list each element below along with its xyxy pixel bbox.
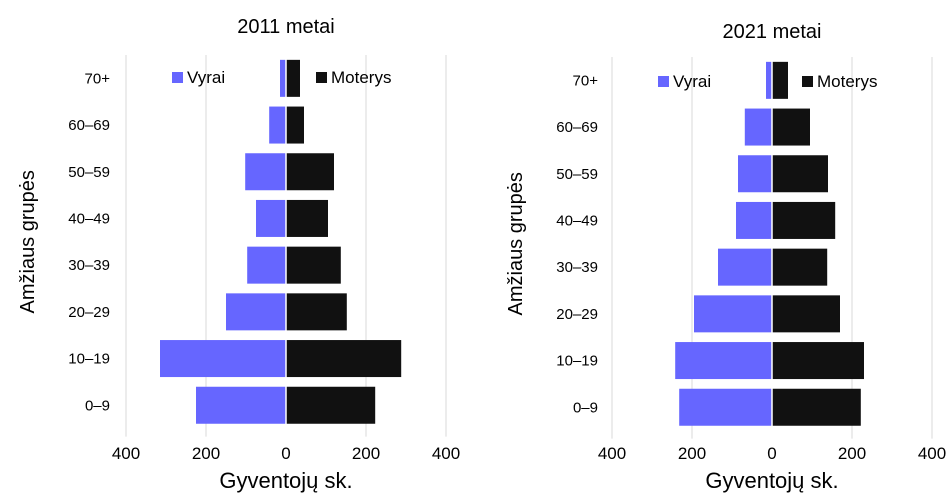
pyramid-chart-2011: 2011 metai Amžiaus grupės 70+ 60–69 50–59 40–… xyxy=(17,16,460,493)
bar-moterys xyxy=(286,153,334,191)
x-tick-label: 0 xyxy=(281,444,290,463)
category-label: 30–39 xyxy=(68,257,110,274)
bar-moterys xyxy=(772,248,828,286)
x-tick-label: 0 xyxy=(767,444,776,463)
bar-vyrai xyxy=(160,340,286,378)
bar-moterys xyxy=(286,340,402,378)
x-tick-label: 400 xyxy=(598,444,626,463)
x-tick-label: 400 xyxy=(112,444,140,463)
bar-moterys xyxy=(286,199,328,237)
category-label: 70+ xyxy=(573,72,599,89)
x-tick-label: 200 xyxy=(192,444,220,463)
bar-vyrai xyxy=(679,388,772,426)
legend-swatch xyxy=(316,72,327,83)
bar-vyrai xyxy=(738,155,772,193)
x-tick-label: 400 xyxy=(918,444,946,463)
chart-title: 2011 metai xyxy=(237,16,334,38)
bar-vyrai xyxy=(280,59,286,97)
bar-vyrai xyxy=(245,153,286,191)
x-axis-label: Gyventojų sk. xyxy=(219,468,352,493)
pyramid-chart-2021: 2021 metai Amžiaus grupės 70+ 60–69 50–59 40–… xyxy=(505,21,946,493)
bar-vyrai xyxy=(196,386,286,424)
legend-label: Vyrai xyxy=(673,72,711,91)
bar-moterys xyxy=(286,293,347,331)
x-tick-label: 200 xyxy=(352,444,380,463)
bar-moterys xyxy=(286,246,341,284)
bar-vyrai xyxy=(256,199,286,237)
bar-moterys xyxy=(772,295,840,333)
category-label: 70+ xyxy=(85,70,111,87)
legend-label: Moterys xyxy=(331,68,391,87)
bar-moterys xyxy=(772,155,828,193)
category-label: 40–49 xyxy=(68,210,110,227)
category-label: 30–39 xyxy=(556,259,598,276)
x-axis-label: Gyventojų sk. xyxy=(705,468,838,493)
chart-title: 2021 metai xyxy=(723,21,822,43)
bar-vyrai xyxy=(694,295,772,333)
bar-moterys xyxy=(286,59,300,97)
legend-label: Moterys xyxy=(817,72,877,91)
legend-swatch xyxy=(658,76,669,87)
bar-vyrai xyxy=(744,108,772,146)
x-tick-label: 200 xyxy=(838,444,866,463)
x-tick-label: 400 xyxy=(432,444,460,463)
bar-vyrai xyxy=(226,293,286,331)
category-label: 20–29 xyxy=(68,304,110,321)
category-label: 50–59 xyxy=(68,164,110,181)
category-label: 60–69 xyxy=(556,119,598,136)
bar-vyrai xyxy=(675,342,772,380)
bar-moterys xyxy=(772,342,864,380)
bar-moterys xyxy=(772,61,788,99)
y-axis-label: Amžiaus grupės xyxy=(17,170,39,313)
bar-vyrai xyxy=(766,61,772,99)
category-label: 20–29 xyxy=(556,306,598,323)
bar-moterys xyxy=(772,108,810,146)
legend-swatch xyxy=(802,76,813,87)
bar-vyrai xyxy=(247,246,286,284)
category-label: 40–49 xyxy=(556,212,598,229)
x-tick-label: 200 xyxy=(678,444,706,463)
legend-swatch xyxy=(172,72,183,83)
bar-vyrai xyxy=(269,106,286,144)
category-label: 50–59 xyxy=(556,166,598,183)
bar-moterys xyxy=(286,386,376,424)
bar-moterys xyxy=(286,106,304,144)
legend-label: Vyrai xyxy=(187,68,225,87)
category-label: 0–9 xyxy=(85,397,110,414)
category-label: 10–19 xyxy=(68,351,110,368)
bar-moterys xyxy=(772,388,861,426)
category-label: 60–69 xyxy=(68,117,110,134)
bar-moterys xyxy=(772,201,836,239)
category-label: 0–9 xyxy=(573,399,598,416)
bar-vyrai xyxy=(718,248,772,286)
category-label: 10–19 xyxy=(556,353,598,370)
y-axis-label: Amžiaus grupės xyxy=(505,172,527,315)
bar-vyrai xyxy=(736,201,772,239)
